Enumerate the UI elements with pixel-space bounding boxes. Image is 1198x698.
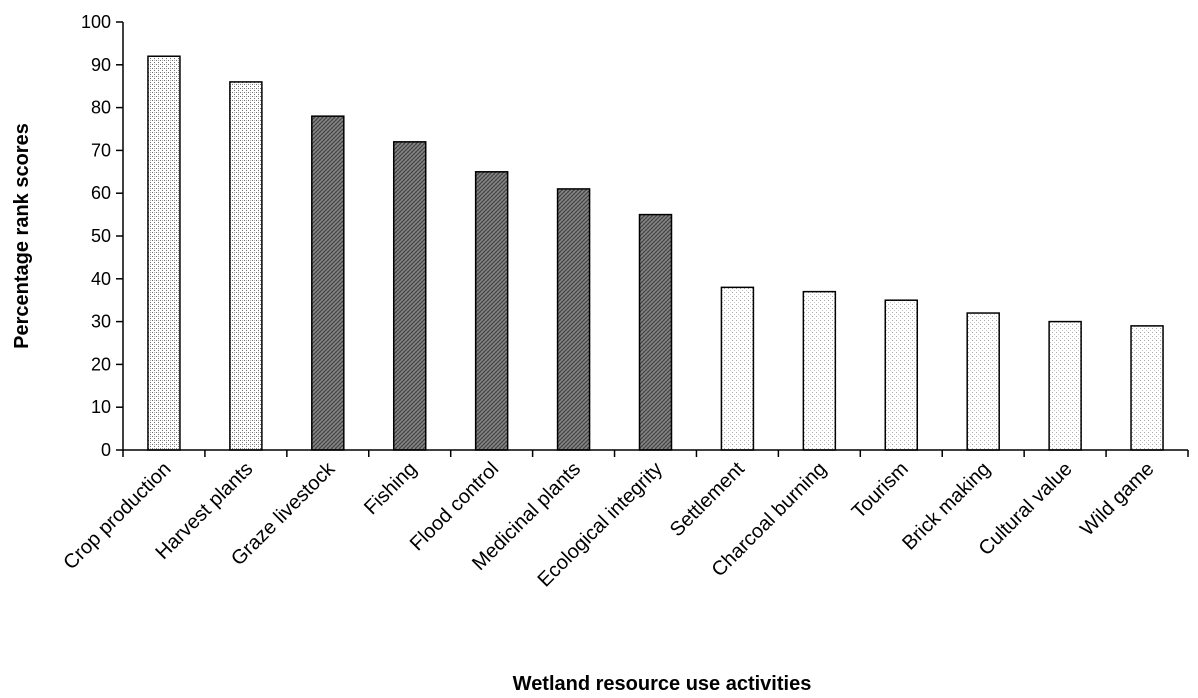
y-tick-label: 90	[91, 55, 111, 75]
y-tick-label: 30	[91, 312, 111, 332]
x-category-label: Crop production	[59, 458, 175, 574]
bar-settlement	[720, 286, 755, 451]
bars-group	[147, 55, 1164, 451]
y-axis-title: Percentage rank scores	[11, 123, 33, 349]
x-category-label: Wild game	[1076, 458, 1158, 540]
bar-brick-making	[966, 312, 1000, 451]
y-tick-label: 20	[91, 354, 111, 374]
bar-harvest-plants	[229, 81, 263, 451]
bar-flood-control	[474, 171, 509, 451]
bar-medicinal-plants	[556, 188, 591, 451]
y-tick-label: 80	[91, 98, 111, 118]
bar-charcoal-burning	[802, 290, 837, 451]
y-tick-label: 60	[91, 183, 111, 203]
x-category-label: Fishing	[360, 458, 421, 519]
x-category-label: Tourism	[848, 458, 913, 523]
bar-ecological-integrity	[638, 213, 673, 451]
y-tick-label: 50	[91, 226, 111, 246]
y-axis-ticks: 0 10 20 30 40 50 60 70 80 90 100	[81, 12, 123, 460]
y-tick-label: 40	[91, 269, 111, 289]
bar-fishing	[392, 141, 427, 451]
x-category-label: Settlement	[666, 458, 749, 541]
y-tick-label: 10	[91, 397, 111, 417]
bar-wild-game	[1130, 325, 1164, 451]
y-tick-label: 70	[91, 140, 111, 160]
bar-crop-production	[147, 55, 181, 451]
bar-graze-livestock	[311, 115, 345, 451]
bar-tourism	[884, 299, 919, 451]
y-tick-label: 0	[101, 440, 111, 460]
bar-cultural-value	[1048, 320, 1082, 451]
x-axis-title: Wetland resource use activities	[513, 673, 812, 695]
y-tick-label: 100	[81, 12, 111, 32]
